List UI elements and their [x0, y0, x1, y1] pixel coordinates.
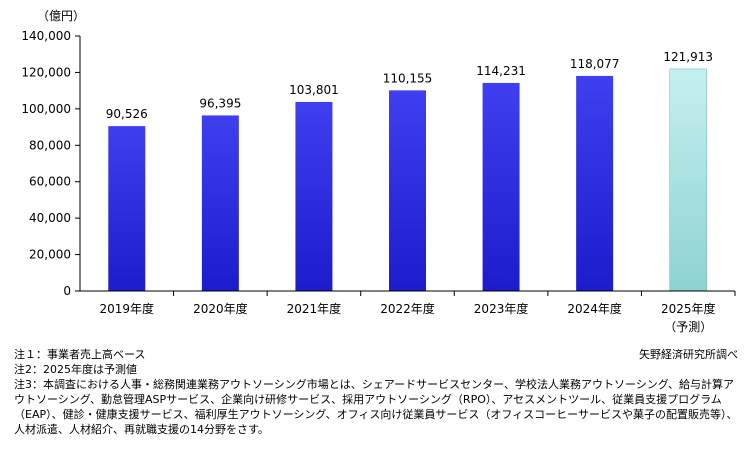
y-axis-unit-label: （億円） — [37, 9, 85, 23]
x-tick-label: 2019年度 — [100, 301, 155, 316]
footnote-2: 注2：2025年度は予測値 — [14, 363, 137, 376]
bar-value-label: 96,395 — [199, 96, 241, 110]
footnotes: 注１：事業者売上高ベース 注2：2025年度は予測値 注3：本調査における人事・… — [14, 347, 742, 437]
bar — [576, 75, 614, 291]
y-tick-label: 0 — [63, 284, 71, 298]
bars: 90,526 96,395 103,801 110,155 114,231 118,077… — [106, 50, 713, 292]
bar-value-label: 103,801 — [289, 83, 339, 97]
y-tick-label: 140,000 — [21, 29, 71, 43]
bar-forecast — [669, 68, 708, 292]
bar-chart: （億円） 0 20,000 40,000 60,000 80,000 100,000 120… — [21, 9, 736, 334]
bar-value-label: 90,526 — [106, 107, 148, 121]
footnote-1: 注１：事業者売上高ベース — [14, 348, 146, 361]
x-tick-label: 2020年度 — [193, 301, 248, 316]
bar — [108, 126, 146, 291]
bar-value-label: 121,913 — [663, 50, 713, 64]
x-tick-label: 2024年度 — [567, 301, 622, 316]
bar-value-label: 114,231 — [476, 64, 526, 78]
y-tick-label: 60,000 — [29, 175, 71, 189]
x-tick-sublabel: （予測） — [664, 320, 712, 334]
x-tick-label: 2022年度 — [380, 301, 435, 316]
y-tick-label: 80,000 — [29, 138, 71, 152]
footnote-3: 注3：本調査における人事・総務関連業務アウトソーシング市場とは、シェアードサービ… — [14, 378, 738, 436]
bar — [295, 101, 333, 291]
bar — [201, 115, 239, 291]
x-tick-label: 2023年度 — [474, 301, 529, 316]
x-axis: 2019年度 2020年度 2021年度 2022年度 2023年度 2024年度 2025… — [100, 291, 736, 334]
source-credit: 矢野経済研究所調べ — [639, 348, 738, 361]
x-tick-label: 2025年度 — [661, 301, 716, 316]
bar — [482, 82, 520, 291]
y-tick-label: 100,000 — [21, 102, 71, 116]
y-tick-label: 40,000 — [29, 211, 71, 225]
bar-value-label: 110,155 — [383, 71, 433, 85]
y-tick-label: 20,000 — [29, 248, 71, 262]
bar — [389, 90, 426, 291]
y-axis: 0 20,000 40,000 60,000 80,000 100,000 120,000 1… — [21, 29, 80, 298]
y-tick-label: 120,000 — [21, 65, 71, 79]
bar-value-label: 118,077 — [570, 57, 620, 71]
x-tick-label: 2021年度 — [287, 301, 342, 316]
